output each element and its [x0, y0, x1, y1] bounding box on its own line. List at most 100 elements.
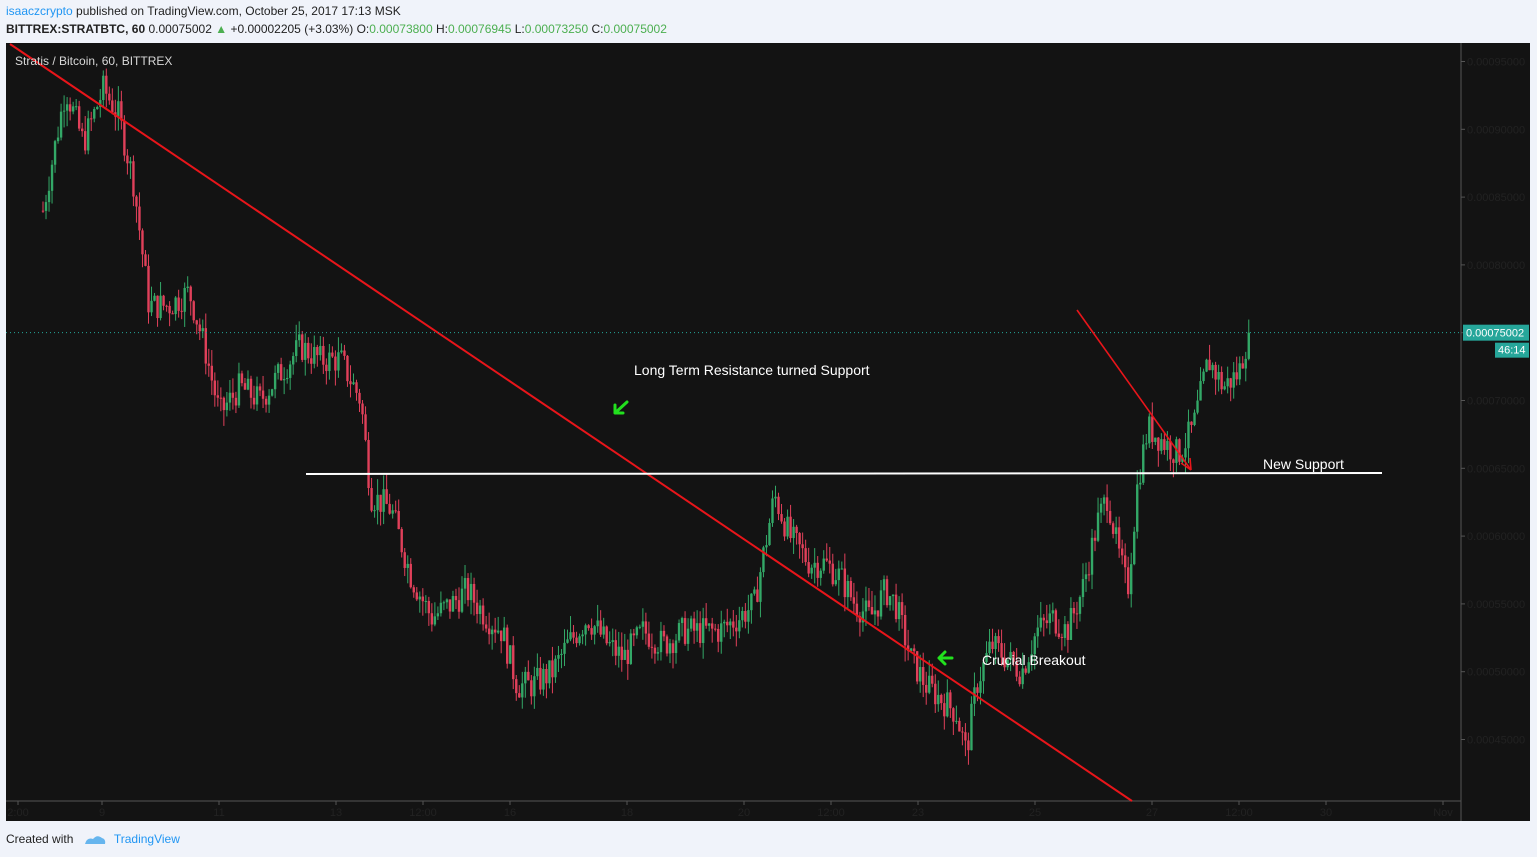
candle-body: [801, 544, 804, 549]
candle-body: [373, 510, 376, 512]
candle-body: [316, 347, 319, 356]
candle-body: [240, 373, 244, 384]
candle-body: [707, 623, 711, 626]
candle-body: [322, 345, 325, 365]
candle-body: [1084, 574, 1088, 580]
candle-body: [454, 596, 458, 601]
candle-body: [563, 642, 566, 654]
candle-body: [873, 610, 877, 615]
candle-body: [216, 395, 220, 398]
candle-body: [533, 676, 536, 697]
author-link[interactable]: isaaczcrypto: [6, 4, 73, 18]
candle-body: [298, 334, 301, 341]
candle-body: [632, 633, 636, 636]
candle-body: [1181, 457, 1184, 462]
high-value: 0.00076945: [447, 22, 512, 36]
candle-body: [964, 732, 967, 741]
candle-body: [638, 626, 642, 628]
candle-body: [207, 363, 210, 366]
candle-body: [1105, 497, 1109, 511]
up-triangle-icon: ▲: [215, 22, 228, 36]
new-support-annotation[interactable]: New Support: [1263, 456, 1344, 472]
candle-body: [641, 621, 645, 627]
x-tick-label: 13: [330, 807, 342, 819]
candle-body: [1154, 437, 1157, 442]
candle-body: [53, 141, 57, 165]
candle-body: [93, 109, 96, 119]
candle-body: [623, 649, 626, 660]
candle-body: [906, 645, 910, 651]
candle-body: [590, 628, 593, 635]
candle-body: [512, 645, 515, 680]
candle-body: [605, 626, 608, 644]
candle-body: [111, 100, 114, 113]
candle-body: [376, 494, 379, 511]
candle-body: [1211, 364, 1214, 371]
candle-body: [385, 489, 388, 504]
candle-body: [102, 75, 105, 101]
descending-trendline[interactable]: [9, 43, 1133, 802]
candle-body: [1018, 676, 1021, 685]
candle-body: [96, 106, 99, 110]
candle-body: [1096, 512, 1100, 541]
candle-body: [397, 510, 400, 530]
resistance-annotation[interactable]: Long Term Resistance turned Support: [634, 362, 870, 378]
candle-body: [295, 340, 298, 357]
candle-body: [391, 510, 394, 514]
projection-arrow[interactable]: [1076, 309, 1192, 471]
candle-body: [518, 693, 521, 698]
candle-body: [74, 106, 78, 108]
candle-body: [810, 567, 813, 574]
candle-body: [195, 320, 198, 325]
candle-body: [168, 305, 171, 314]
candle-body: [671, 643, 675, 654]
candle-body: [291, 356, 295, 365]
x-tick-label: 30: [1320, 807, 1332, 819]
breakout-annotation[interactable]: Crucial Breakout: [982, 652, 1086, 668]
candle-body: [635, 627, 639, 636]
candle-body: [415, 592, 418, 600]
candle-body: [301, 334, 304, 360]
candle-body: [777, 496, 780, 515]
candle-body: [846, 580, 850, 598]
candle-body: [1145, 443, 1148, 445]
drawings-group: 0.00075002 46:14: [6, 43, 1529, 802]
candle-body: [1241, 363, 1244, 369]
candle-body: [509, 645, 512, 664]
candle-body: [593, 626, 596, 635]
candle-body: [765, 545, 768, 548]
candle-body: [714, 628, 717, 630]
price-change: +0.00002205 (+3.03%): [230, 22, 354, 36]
candle-body: [807, 562, 810, 574]
candle-body: [1054, 610, 1058, 634]
candle-body: [1006, 659, 1009, 668]
candle-body: [762, 547, 765, 573]
candle-body: [961, 731, 964, 733]
candle-body: [1205, 359, 1208, 372]
candle-body: [1108, 510, 1112, 524]
candle-body: [1244, 358, 1247, 369]
tradingview-link[interactable]: TradingView: [113, 832, 180, 846]
candle-body: [677, 623, 681, 641]
candle-body: [937, 694, 940, 705]
candle-body: [183, 288, 186, 312]
candle-body: [198, 324, 201, 332]
candle-body: [888, 596, 892, 606]
candle-body: [430, 613, 434, 625]
candle-body: [903, 614, 907, 646]
support-line[interactable]: [305, 472, 1383, 475]
candle-body: [487, 628, 491, 635]
candle-body: [225, 402, 229, 411]
tradingview-logo-icon: [84, 836, 105, 844]
candle-body: [382, 489, 385, 512]
x-tick-label: 12:00: [409, 807, 437, 819]
x-tick-label: 12:00: [1225, 807, 1253, 819]
candle-body: [602, 626, 605, 635]
candle-body: [427, 600, 431, 614]
candle-body: [949, 692, 952, 709]
candle-body: [219, 397, 223, 399]
candle-body: [490, 629, 494, 635]
candle-body: [433, 616, 437, 625]
candle-body: [394, 510, 397, 512]
